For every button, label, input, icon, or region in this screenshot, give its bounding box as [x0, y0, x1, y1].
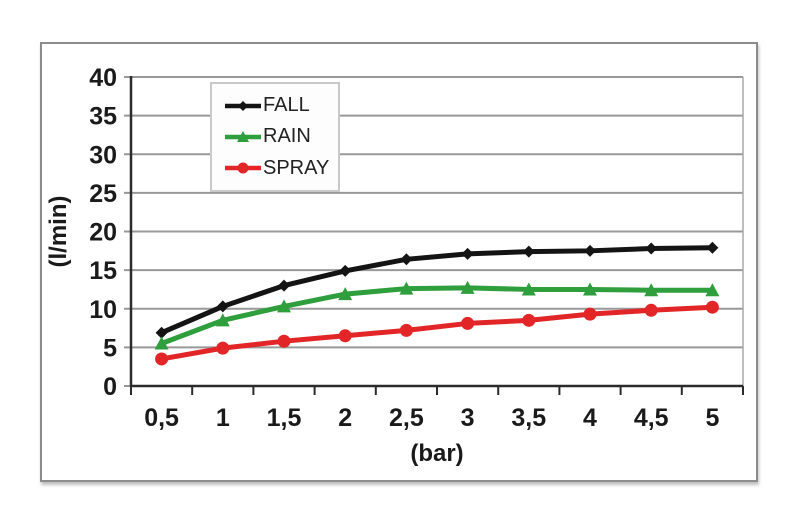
- x-tick-labels: 0,5 1 1,5 2 2,5 3 3,5 4 4,5 5: [144, 404, 719, 432]
- y-tick-label: 35: [89, 103, 117, 131]
- series-spray: [155, 300, 719, 366]
- data-point-marker: [238, 100, 248, 111]
- data-point-marker: [705, 300, 719, 314]
- series-line: [159, 245, 715, 336]
- data-point-marker: [277, 334, 291, 348]
- data-point-marker: [399, 281, 414, 295]
- data-point-marker: [215, 313, 230, 327]
- legend-item-spray: SPRAY: [224, 157, 338, 180]
- y-tick-label: 20: [89, 219, 117, 247]
- y-tick-label: 5: [103, 334, 117, 362]
- y-axis-title: (l/min): [45, 196, 72, 268]
- chart-legend: FALL RAIN SPRAY: [210, 82, 340, 192]
- data-point-marker: [339, 264, 352, 277]
- x-tick-label: 2,5: [389, 404, 424, 432]
- data-point-marker: [583, 282, 597, 296]
- data-point-marker: [645, 242, 658, 255]
- legend-item-rain: RAIN: [224, 125, 338, 148]
- legend-marker-diamond-icon: [225, 100, 261, 111]
- data-point-marker: [522, 245, 535, 258]
- x-tick-label: 5: [705, 404, 719, 432]
- data-point-marker: [521, 282, 536, 296]
- data-point-marker: [644, 283, 659, 297]
- legend-label: FALL: [263, 94, 310, 117]
- x-tick-label: 4,5: [634, 404, 669, 432]
- y-tick-label: 0: [103, 373, 117, 401]
- flow-rate-line-chart: 0 5 10 15 20 25 30 35 40 0,5 1 1,5 2 2,5 3 3,5 4 4,5 5 (bar…: [45, 64, 744, 467]
- y-tick-label: 10: [89, 296, 117, 324]
- data-point-marker: [216, 341, 230, 355]
- data-point-marker: [237, 130, 249, 142]
- data-point-marker: [155, 326, 168, 339]
- data-point-marker: [154, 336, 169, 350]
- legend-item-fall: FALL: [224, 94, 338, 117]
- x-tick-label: 3,5: [511, 404, 546, 432]
- x-tick-label: 2: [338, 404, 352, 432]
- y-tick-label: 25: [89, 180, 117, 208]
- data-point-marker: [705, 283, 720, 297]
- data-point-marker: [460, 280, 475, 294]
- y-tick-label: 40: [89, 64, 117, 92]
- y-tick-labels: 0 5 10 15 20 25 30 35 40: [89, 64, 117, 401]
- x-axis-ticks: [130, 386, 744, 395]
- y-tick-label: 30: [89, 141, 117, 169]
- data-point-marker: [461, 316, 475, 330]
- data-point-marker: [237, 162, 249, 174]
- data-point-marker: [584, 244, 596, 257]
- data-point-marker: [216, 300, 229, 313]
- chart-frame: 0 5 10 15 20 25 30 35 40 0,5 1 1,5 2 2,5 3 3,5 4 4,5 5 (bar…: [40, 42, 758, 482]
- legend-label: RAIN: [263, 125, 311, 148]
- data-point-marker: [644, 303, 658, 317]
- legend-label: SPRAY: [263, 156, 330, 179]
- data-point-marker: [399, 323, 413, 337]
- y-tick-label: 15: [89, 257, 117, 285]
- data-point-marker: [400, 253, 413, 266]
- series-fall: [155, 241, 719, 339]
- legend-marker-circle-icon: [225, 162, 261, 174]
- x-tick-label: 3: [461, 404, 475, 432]
- data-point-marker: [278, 279, 290, 292]
- series-line: [159, 285, 715, 347]
- series-rain: [154, 280, 720, 350]
- data-point-marker: [706, 241, 719, 254]
- data-point-marker: [522, 313, 536, 327]
- x-axis-title: (bar): [410, 440, 463, 467]
- x-tick-label: 4: [583, 404, 597, 432]
- series-line: [159, 304, 715, 362]
- data-point-marker: [155, 352, 169, 366]
- data-point-marker: [461, 247, 474, 260]
- data-point-marker: [277, 299, 291, 313]
- data-point-marker: [338, 287, 353, 301]
- x-tick-label: 1,5: [267, 404, 302, 432]
- x-tick-label: 1: [216, 404, 230, 432]
- data-point-marker: [338, 329, 352, 343]
- data-point-marker: [583, 307, 597, 321]
- legend-marker-triangle-icon: [225, 130, 261, 142]
- x-tick-label: 0,5: [144, 404, 179, 432]
